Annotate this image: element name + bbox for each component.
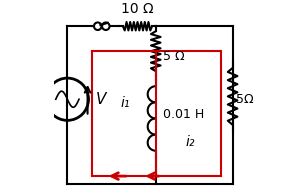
Text: i₂: i₂ (186, 134, 195, 149)
Text: 5 Ω: 5 Ω (164, 50, 185, 64)
Text: 0.01 H: 0.01 H (164, 108, 205, 121)
Text: i₁: i₁ (120, 96, 130, 110)
Text: 10 Ω: 10 Ω (121, 2, 154, 16)
Text: 5Ω: 5Ω (236, 93, 253, 106)
Text: V: V (96, 92, 106, 107)
